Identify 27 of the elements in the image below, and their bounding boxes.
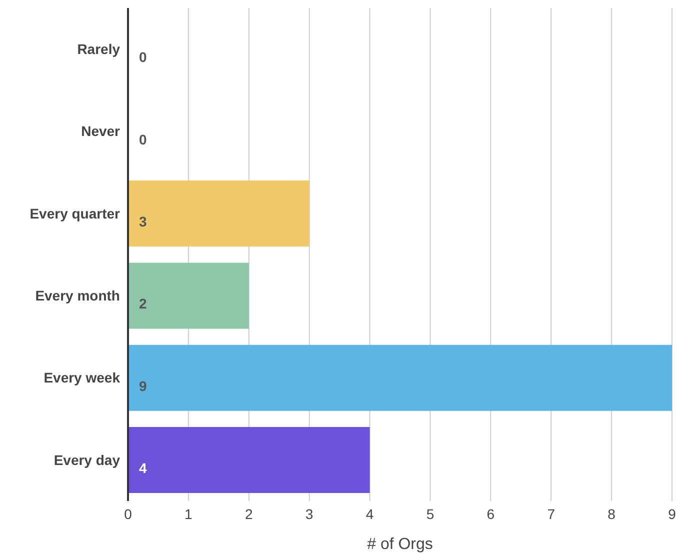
x-axis-title: # of Orgs xyxy=(367,536,433,553)
data-label: 3 xyxy=(139,213,147,230)
x-tick-label: 4 xyxy=(366,506,374,522)
y-tick-label: Every quarter xyxy=(30,205,121,222)
y-tick-label: Every week xyxy=(44,370,120,386)
bar xyxy=(128,427,370,494)
x-tick-label: 2 xyxy=(244,506,253,522)
data-label: 0 xyxy=(139,49,147,66)
data-label: 4 xyxy=(139,460,147,476)
data-label: 0 xyxy=(139,131,147,148)
bar xyxy=(128,262,249,329)
x-tick-label: 0 xyxy=(124,506,132,522)
x-tick-label: 6 xyxy=(486,506,495,522)
bar xyxy=(128,344,672,411)
y-tick-label: Rarely xyxy=(77,41,120,58)
x-tick-label: 3 xyxy=(305,506,314,522)
x-tick-label: 9 xyxy=(668,506,676,522)
y-tick-label: Every day xyxy=(54,452,120,468)
y-tick-label: Every month xyxy=(35,288,120,304)
x-tick-label: 1 xyxy=(184,506,193,522)
bar xyxy=(128,180,310,247)
data-label: 9 xyxy=(139,378,147,394)
x-tick-label: 8 xyxy=(608,506,616,522)
y-tick-label: Never xyxy=(81,123,121,140)
data-label: 2 xyxy=(139,296,147,312)
x-tick-label: 5 xyxy=(426,506,434,522)
x-tick-label: 7 xyxy=(547,506,556,522)
